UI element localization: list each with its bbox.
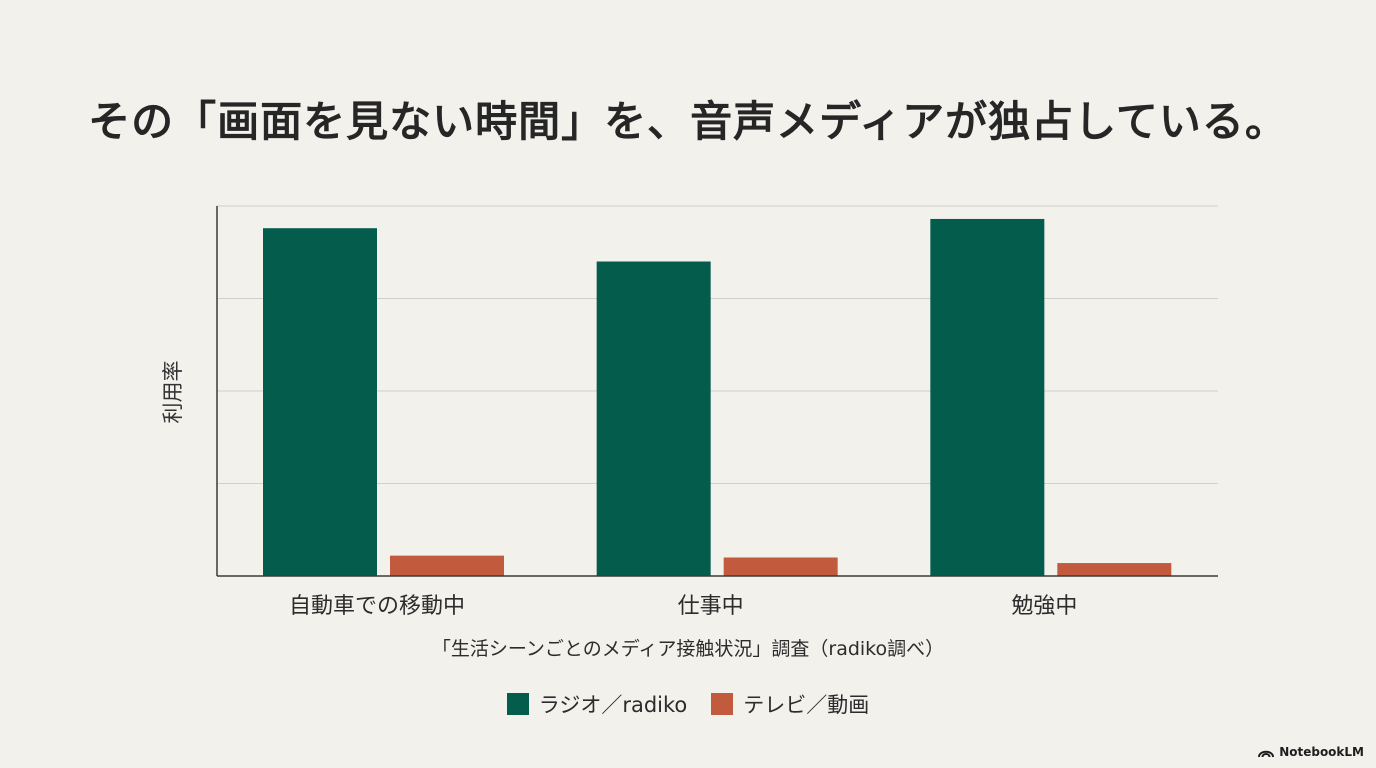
chart-title: その「画面を見ない時間」を、音声メディアが独占している。 [88,97,1288,146]
legend-swatch [711,693,734,715]
bar-tv-0 [390,555,504,576]
bar-tv-2 [1057,563,1172,576]
brand: NotebookLM [1258,745,1364,759]
bar-tv-1 [723,557,838,576]
category-label: 自動車での移動中 [288,594,465,619]
legend-label: ラジオ／radiko [538,693,688,717]
bar-radio-0 [263,228,377,576]
legend-item: テレビ／動画 [711,689,869,719]
bar-radio-2 [930,218,1045,576]
legend-swatch [506,693,529,715]
category-label: 仕事中 [677,594,744,619]
brand-label: NotebookLM [1279,745,1364,759]
legend: ラジオ／radiko テレビ／動画 [0,689,1376,719]
source-note: 「生活シーンごとのメディア接触状況」調査（radiko調べ） [431,638,945,660]
bar-radio-1 [596,261,711,576]
legend-label: テレビ／動画 [743,693,870,717]
category-label: 勉強中 [1011,594,1078,619]
legend-item: ラジオ／radiko [506,689,688,719]
notebooklm-logo-icon [1258,750,1275,758]
